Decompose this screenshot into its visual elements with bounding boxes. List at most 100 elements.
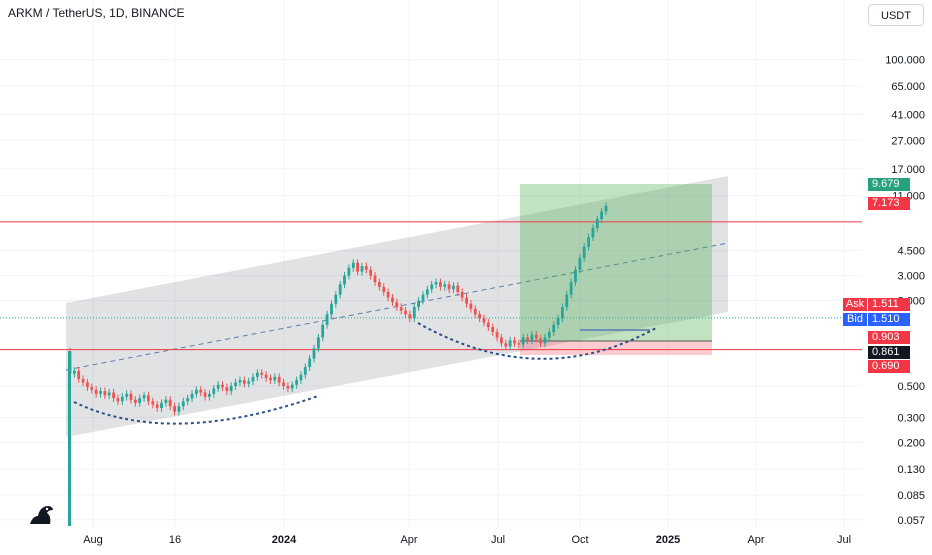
- time-axis-label: Oct: [571, 534, 588, 546]
- time-axis-label: 16: [169, 534, 181, 546]
- candle-body: [386, 292, 390, 298]
- grid: [0, 0, 862, 528]
- profit-zone: [520, 184, 712, 341]
- price-axis-label: 100.000: [885, 55, 925, 67]
- candle-body: [186, 398, 190, 402]
- candle-body: [469, 303, 473, 309]
- candle-body: [417, 300, 420, 308]
- candle-body: [578, 257, 582, 270]
- time-axis: Aug 16 2024 Apr Jul Oct 2025 Apr Jul: [83, 534, 851, 546]
- candle-body: [151, 401, 155, 405]
- resistance-price-tag: 7.173: [868, 197, 910, 210]
- candle-body: [521, 337, 525, 345]
- candle-body: [443, 284, 447, 287]
- candle-body: [303, 367, 307, 375]
- candle-body: [591, 228, 595, 238]
- candle-body: [99, 391, 102, 394]
- bid-label: Bid: [843, 313, 867, 326]
- symbol-title[interactable]: ARKM / TetherUS, 1D, BINANCE: [8, 6, 185, 20]
- candle-body: [242, 380, 246, 384]
- candle-body: [160, 402, 163, 408]
- candle-body: [177, 406, 181, 412]
- candle-body: [216, 384, 220, 389]
- candle-body: [295, 380, 298, 385]
- candle-body: [373, 275, 377, 283]
- candle-body: [203, 392, 207, 397]
- price-axis-label: 27.000: [891, 135, 925, 147]
- candle-body: [382, 286, 386, 292]
- candle-body: [147, 395, 150, 402]
- candle-body: [412, 307, 416, 319]
- candle-body: [504, 343, 508, 347]
- candle-body: [86, 382, 89, 388]
- candle-body: [408, 314, 412, 319]
- candle-body: [247, 381, 251, 384]
- candle-body: [486, 322, 490, 328]
- currency-button[interactable]: USDT: [868, 4, 924, 26]
- candle-body: [173, 406, 176, 412]
- candle-body: [264, 374, 268, 378]
- candle-body: [404, 310, 407, 315]
- candle-body: [574, 269, 577, 283]
- candle-body: [94, 389, 98, 394]
- candle-body: [582, 246, 586, 258]
- candle-body: [168, 399, 172, 407]
- candle-body: [539, 338, 542, 344]
- time-axis-label: 2025: [656, 534, 680, 546]
- candle-body: [125, 393, 129, 397]
- last-price-tag: 0.861: [868, 346, 910, 359]
- bid-price-tag: 1.510: [868, 313, 910, 326]
- candle-body: [134, 399, 137, 403]
- candle-body: [491, 327, 495, 332]
- price-axis-label: 17.000: [891, 164, 925, 176]
- candle-body: [399, 307, 403, 311]
- price-axis-label: 0.300: [897, 413, 925, 425]
- candle-body: [343, 275, 346, 285]
- price-axis-label: 0.130: [897, 464, 925, 476]
- candle-body: [212, 388, 216, 394]
- candle-body: [81, 379, 85, 383]
- candle-body: [308, 358, 312, 368]
- rounding-bottom-arc: [417, 322, 657, 360]
- candle-body: [452, 285, 455, 290]
- time-axis-label: 2024: [272, 534, 297, 546]
- candle-body: [164, 399, 168, 403]
- candle-body: [256, 372, 259, 377]
- candle-body: [221, 384, 224, 388]
- candle-body: [138, 398, 142, 403]
- candle-body: [107, 392, 111, 396]
- candle-body: [495, 332, 499, 338]
- candle-body: [103, 391, 107, 396]
- candle-body: [569, 282, 573, 295]
- candle-body: [530, 334, 534, 341]
- candle-body: [334, 294, 338, 304]
- candle-body: [604, 205, 608, 212]
- candle-body: [434, 282, 438, 285]
- candle-body: [317, 337, 320, 349]
- candle-body: [395, 302, 399, 308]
- ask-price-tag: 1.511: [868, 298, 910, 311]
- candle-body: [234, 382, 237, 386]
- candle-body: [534, 334, 538, 339]
- candle-body: [465, 297, 468, 304]
- candle-body: [347, 267, 351, 276]
- candle-body: [277, 376, 281, 383]
- candle-body: [282, 382, 285, 386]
- candle-body: [238, 380, 242, 383]
- time-axis-label: Jul: [837, 534, 851, 546]
- candle-body: [338, 284, 342, 295]
- candle-body: [447, 284, 451, 290]
- candle-body: [260, 372, 264, 375]
- tradingview-logo-icon[interactable]: [26, 500, 56, 528]
- candle-body: [129, 393, 133, 400]
- candle-body: [547, 332, 551, 338]
- candle-body: [90, 387, 94, 390]
- candle-body: [478, 314, 481, 319]
- candle-body: [251, 376, 255, 382]
- candle-body: [500, 337, 503, 344]
- candle-body: [439, 282, 442, 287]
- stop-price-tag: 0.690: [868, 360, 910, 373]
- candle-body: [181, 401, 185, 407]
